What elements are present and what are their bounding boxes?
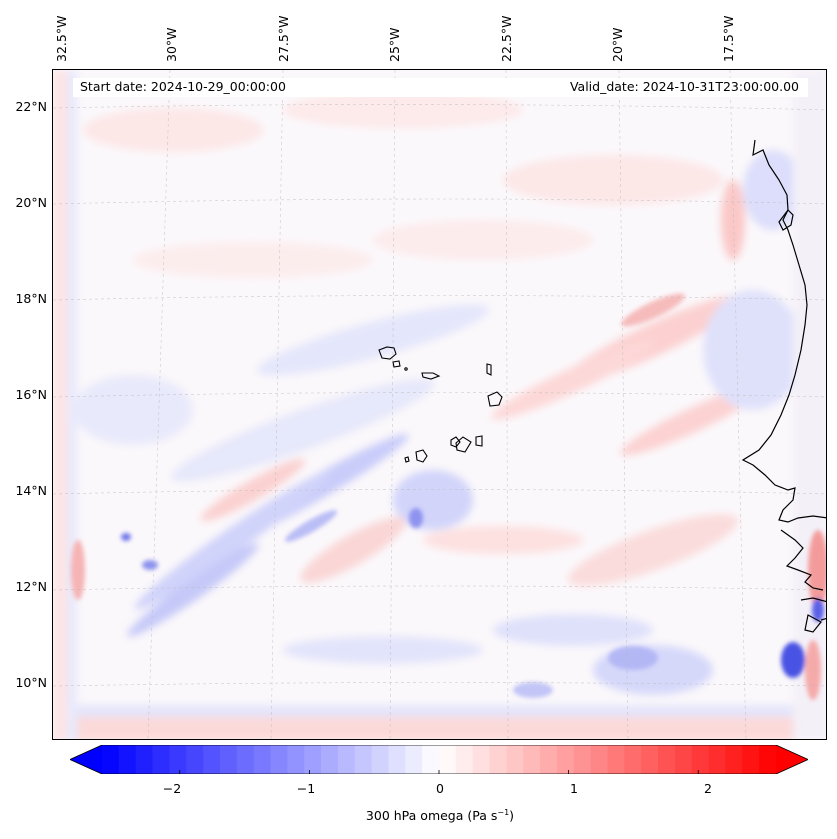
- date-banner: [73, 78, 808, 97]
- lon-label-30w: 30°W: [164, 27, 179, 62]
- colorbar-segment: [759, 745, 777, 774]
- colorbar-segment: [287, 745, 305, 774]
- colorbar-segment: [253, 745, 271, 774]
- colorbar-segment: [354, 745, 373, 774]
- colorbar-segment: [624, 745, 642, 774]
- colorbar-segment: [674, 745, 693, 774]
- island-brava: [404, 456, 410, 463]
- lat-label-20n: 20°N: [15, 195, 47, 210]
- colorbar-extend-max: [776, 745, 808, 774]
- colorbar-segment: [169, 745, 187, 774]
- colorbar-segment: [540, 745, 558, 774]
- colorbar-segment: [489, 745, 507, 774]
- colorbar-segment: [118, 745, 137, 774]
- lon-label-25w: 25°W: [387, 27, 402, 62]
- lat-label-16n: 16°N: [15, 387, 47, 402]
- colorbar-segment: [607, 745, 625, 774]
- colorbar-segment: [337, 745, 356, 774]
- colorbar-segment: [152, 745, 170, 774]
- graticule: [53, 70, 826, 739]
- island-santo-antao: [378, 346, 397, 360]
- colorbar-segment: [573, 745, 592, 774]
- omega-field-map: [53, 70, 826, 739]
- lat-label-22n: 22°N: [15, 99, 47, 114]
- island-santa-luzia: [404, 367, 408, 371]
- lat-label-18n: 18°N: [15, 291, 47, 306]
- coastline: [741, 139, 826, 633]
- island-sao-vicente: [392, 360, 401, 368]
- colorbar-segments: [70, 745, 808, 774]
- island-maio: [475, 435, 483, 447]
- colorbar-tick-0: 0: [436, 781, 444, 796]
- colorbar-segment: [472, 745, 491, 774]
- island-fogo: [415, 449, 428, 463]
- colorbar-extend-min: [70, 745, 102, 774]
- colorbar-tick-neg2: −2: [162, 781, 182, 796]
- lon-label-27.5w: 27.5°W: [276, 15, 291, 62]
- colorbar-segment: [725, 745, 743, 774]
- island-santiago-small: [450, 436, 461, 448]
- start-date-label: Start date: 2024-10-29_00:00:00: [80, 79, 286, 94]
- colorbar-segment: [219, 745, 238, 774]
- colorbar-segment: [641, 745, 659, 774]
- colorbar-segment: [439, 745, 457, 774]
- colorbar-segment: [590, 745, 608, 774]
- colorbar-segment: [523, 745, 541, 774]
- colorbar-segment: [388, 745, 406, 774]
- island-santiago: [455, 436, 472, 453]
- colorbar-segment: [405, 745, 423, 774]
- valid-date-label: Valid_date: 2024-10-31T23:00:00.00: [569, 79, 799, 94]
- colorbar-segment: [658, 745, 676, 774]
- colorbar-segment: [371, 745, 389, 774]
- lat-label-12n: 12°N: [15, 579, 47, 594]
- colorbar-segment: [236, 745, 255, 774]
- colorbar-segment: [102, 745, 120, 774]
- colorbar-segment: [321, 745, 339, 774]
- colorbar-tick-2: 2: [704, 781, 712, 796]
- lat-label-14n: 14°N: [15, 483, 47, 498]
- colorbar-segment: [304, 745, 322, 774]
- colorbar-tick-1: 1: [570, 781, 578, 796]
- colorbar: [70, 745, 808, 774]
- omega-strong-cells: [71, 293, 826, 700]
- island-sal: [486, 363, 492, 376]
- colorbar-segment: [186, 745, 204, 774]
- lat-label-10n: 10°N: [15, 675, 47, 690]
- colorbar-segment: [742, 745, 760, 774]
- lon-label-22.5w: 22.5°W: [499, 15, 514, 62]
- colorbar-segment: [691, 745, 710, 774]
- colorbar-segment: [506, 745, 524, 774]
- colorbar-segment: [708, 745, 726, 774]
- colorbar-segment: [270, 745, 288, 774]
- colorbar-segment: [455, 745, 474, 774]
- lon-label-20w: 20°W: [610, 27, 625, 62]
- map-panel: Start date: 2024-10-29_00:00:00 Valid_da…: [52, 69, 827, 740]
- colorbar-segment: [135, 745, 154, 774]
- colorbar-label: 300 hPa omega (Pa s−1): [365, 808, 515, 824]
- lon-label-32.5w: 32.5°W: [54, 15, 69, 62]
- lon-label-17.5w: 17.5°W: [721, 15, 736, 62]
- cabo-verde-islands: [378, 346, 503, 463]
- colorbar-segment: [422, 745, 440, 774]
- island-boa-vista: [487, 391, 503, 407]
- colorbar-segment: [556, 745, 575, 774]
- island-sao-nicolau: [421, 372, 441, 380]
- colorbar-tick-neg1: −1: [296, 781, 316, 796]
- colorbar-segment: [203, 745, 221, 774]
